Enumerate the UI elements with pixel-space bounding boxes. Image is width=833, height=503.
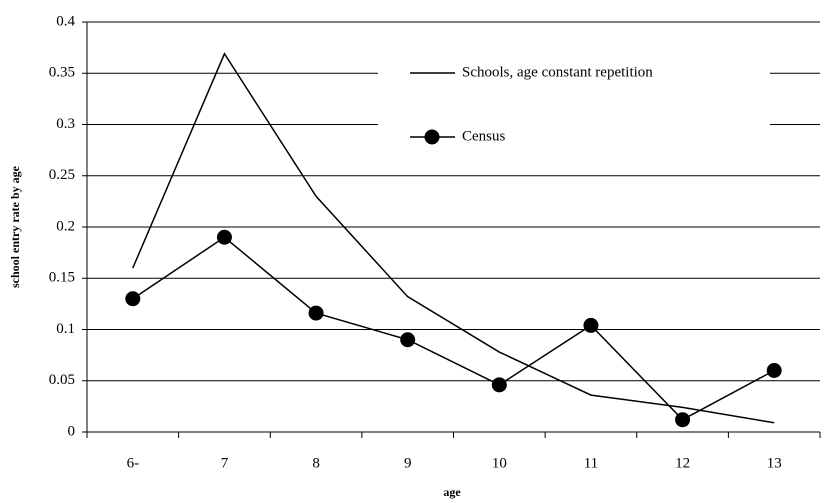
series-line <box>132 52 775 424</box>
y-tick-label: 0.25 <box>49 167 75 183</box>
x-tick-label: 13 <box>767 455 782 471</box>
y-tick-label: 0.35 <box>49 65 75 81</box>
x-tick-label: 9 <box>404 455 412 471</box>
y-tick-label: 0 <box>68 423 76 439</box>
point-marker <box>491 377 507 393</box>
x-tick-label: 8 <box>312 455 320 471</box>
legend-marker <box>424 129 440 145</box>
y-tick-label: 0.3 <box>56 116 75 132</box>
y-tick-label: 0.2 <box>56 218 75 234</box>
x-axis-label: age <box>443 485 461 499</box>
y-axis-label: school entry rate by age <box>8 165 22 288</box>
point-marker <box>583 317 599 333</box>
x-tick-label: 6- <box>127 455 140 471</box>
y-tick-label: 0.05 <box>49 372 75 388</box>
point-marker <box>125 291 141 307</box>
y-tick-label: 0.15 <box>49 270 75 286</box>
y-tick-label: 0.1 <box>56 321 75 337</box>
x-tick-label: 10 <box>492 455 507 471</box>
x-tick-label: 11 <box>584 455 598 471</box>
legend-label: Schools, age constant repetition <box>462 64 653 80</box>
point-marker <box>400 332 416 348</box>
y-tick-label: 0.4 <box>56 13 75 29</box>
point-marker <box>216 229 232 245</box>
x-tick-label: 12 <box>675 455 690 471</box>
legend-label: Census <box>462 128 506 144</box>
x-tick-label: 7 <box>221 455 229 471</box>
point-marker <box>766 363 782 378</box>
point-marker <box>308 305 324 321</box>
series-line <box>132 236 775 421</box>
point-marker <box>675 412 691 428</box>
